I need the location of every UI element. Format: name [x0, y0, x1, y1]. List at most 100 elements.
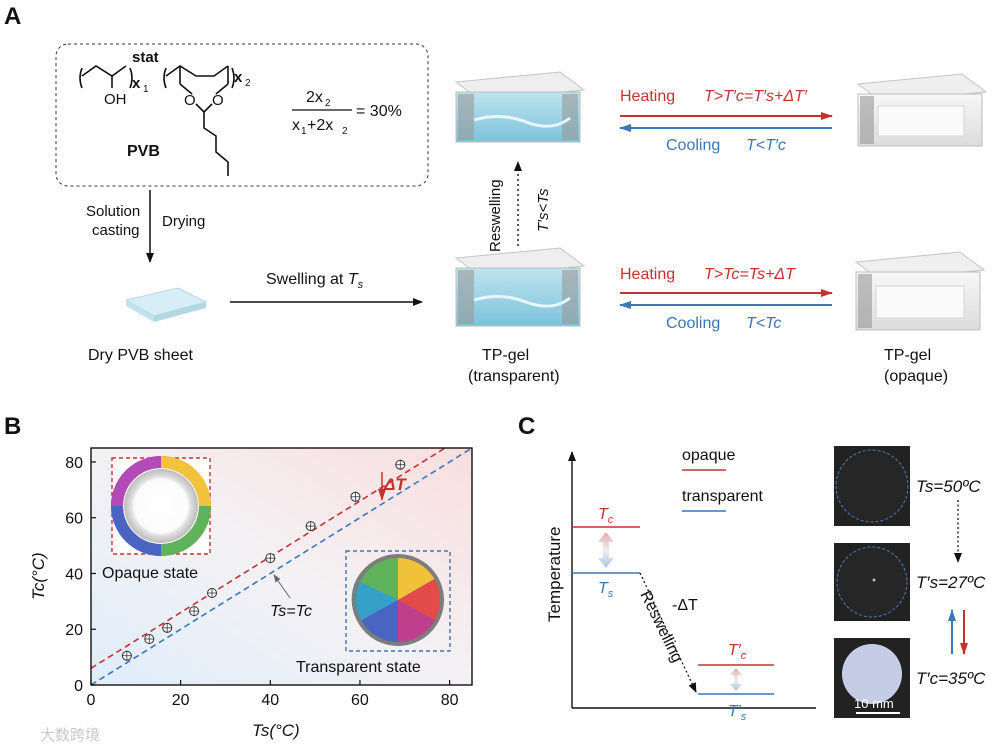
transparent-color-wheel: [351, 554, 444, 646]
tcp-tsp-gap-arrow: [730, 668, 742, 691]
data-point: [144, 633, 155, 644]
data-point: [395, 459, 406, 470]
gel-top-opaque: [856, 73, 988, 147]
data-point: [265, 553, 276, 564]
y-axis-label: Tc(°C): [29, 552, 48, 600]
ratio-den-a: x: [292, 117, 300, 134]
x2-label: x: [234, 69, 243, 86]
x1-label: x: [132, 75, 141, 92]
legend-transparent-label: transparent: [682, 488, 763, 505]
identity-line: [91, 448, 472, 685]
ratio-numerator: 2x: [306, 89, 323, 106]
o2-label: O: [212, 92, 224, 109]
cooling-label-top: Cooling: [666, 137, 720, 154]
pvb-structure-box: [55, 43, 429, 187]
x-tick-label: 60: [351, 692, 369, 709]
y-tick-label: 0: [74, 678, 83, 695]
data-point: [207, 587, 218, 598]
y-tick-label: 40: [65, 566, 83, 583]
panel-label-b: B: [4, 413, 21, 440]
gel-transparent-label2: (transparent): [468, 368, 560, 385]
photo-label-3: T′c=35ºC: [916, 669, 986, 688]
identity-pointer: [273, 574, 291, 599]
swelling-t: T: [348, 271, 359, 288]
tsp-label: T′: [728, 703, 742, 720]
legend-opaque-label: opaque: [682, 447, 735, 464]
ratio-den-b-sub: 2: [342, 126, 348, 137]
delta-label: ΔT: [383, 475, 407, 494]
data-point: [189, 606, 200, 617]
reswelling-label-a: Reswelling: [487, 179, 504, 252]
data-point: [162, 622, 173, 633]
cool-cond-top: T<T′c: [746, 137, 786, 154]
photo-ts27: [834, 543, 910, 621]
svg-text:Swelling at Ts: Swelling at Ts: [266, 271, 364, 291]
svg-text:T′s: T′s: [728, 703, 747, 723]
identity-label: Ts=Tc: [270, 603, 312, 620]
x1-sub: 1: [143, 84, 149, 95]
photo-tc35: 10 mm: [834, 638, 910, 718]
tc-sub: c: [608, 514, 614, 526]
ratio-den-a-sub: 1: [301, 126, 307, 137]
tc-label: T: [598, 506, 609, 523]
x-tick-label: 0: [87, 692, 96, 709]
opaque-color-wheel: [111, 456, 211, 556]
x-tick-label: 80: [441, 692, 459, 709]
heating-label-top: Heating: [620, 88, 675, 105]
y-tick-label: 80: [65, 455, 83, 472]
heating-label-bottom: Heating: [620, 266, 675, 283]
transparent-state-label: Transparent state: [296, 659, 421, 676]
solution-casting-line1: Solution: [86, 203, 140, 220]
pvb-structure: [79, 65, 235, 176]
chart-axes: 0 20 40 60 80 0 20 40 60 80: [65, 447, 473, 709]
tsp-sub: s: [741, 711, 747, 723]
swelling-sub: s: [358, 279, 364, 291]
gel-top-transparent: [454, 71, 586, 143]
ratio-formula: 2x 2 x 1 +2x 2 = 30%: [292, 89, 402, 137]
ratio-value: = 30%: [356, 103, 402, 120]
stat-label: stat: [132, 49, 159, 66]
svg-text:Ts: Ts: [598, 580, 614, 600]
plot-frame: [90, 447, 473, 686]
fit-line: [91, 448, 447, 669]
x-tick-label: 20: [172, 692, 190, 709]
panel-label-c: C: [518, 413, 535, 440]
data-point: [350, 491, 361, 502]
reswell-drop-arrow: [639, 572, 697, 693]
dry-sheet-label: Dry PVB sheet: [88, 347, 193, 364]
chart-marks: [91, 448, 472, 685]
gel-transparent-label1: TP-gel: [482, 347, 529, 364]
x-axis-label: Ts(°C): [252, 721, 300, 740]
temperature-label: Temperature: [545, 527, 564, 622]
panel-label-a: A: [4, 3, 21, 30]
gel-opaque-label1: TP-gel: [884, 347, 931, 364]
heat-cond-bottom: T>Tc=Ts+ΔT: [704, 266, 796, 283]
scale-label: 10 mm: [854, 696, 894, 711]
y-tick-label: 20: [65, 622, 83, 639]
oh-label: OH: [104, 91, 127, 108]
svg-text:Tc: Tc: [598, 506, 614, 526]
photo-ts50: [834, 446, 910, 526]
ts-label: T: [598, 580, 609, 597]
y-tick-label: 60: [65, 511, 83, 528]
ts-sub: s: [608, 588, 614, 600]
tc-ts-gap-arrow: [598, 532, 614, 568]
gel-bottom-opaque: [854, 251, 986, 331]
data-point: [305, 521, 316, 532]
tcp-label: T′: [728, 642, 742, 659]
cool-cond-bottom: T<Tc: [746, 315, 781, 332]
pvb-name: PVB: [127, 143, 160, 160]
o1-label: O: [184, 92, 196, 109]
x2-sub: 2: [245, 78, 251, 89]
transparent-inset-box: [345, 550, 451, 652]
reswell-condition: T′s<Ts: [535, 188, 552, 232]
watermark: 大数跨境: [40, 726, 100, 744]
cooling-label-bottom: Cooling: [666, 315, 720, 332]
photo-label-1: Ts=50ºC: [916, 477, 981, 496]
dry-pvb-sheet: [124, 287, 208, 322]
photo-label-2: T′s=27ºC: [916, 573, 986, 592]
heat-cond-top: T>T′c=T′s+ΔT′: [704, 88, 808, 105]
gel-opaque-label2: (opaque): [884, 368, 948, 385]
swelling-label: Swelling at: [266, 271, 348, 288]
tcp-sub: c: [741, 650, 747, 662]
